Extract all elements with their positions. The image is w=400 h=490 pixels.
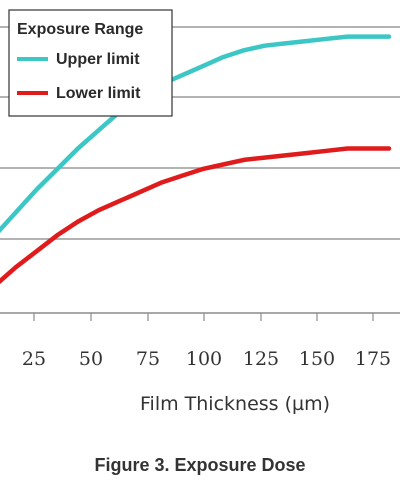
legend-label: Upper limit <box>56 51 140 68</box>
x-tick-label: 150 <box>299 348 335 370</box>
legend: Exposure Range Upper limit Lower limit <box>8 9 173 117</box>
legend-label: Lower limit <box>56 85 141 102</box>
series-line-lower-limit <box>0 146 392 285</box>
x-tick-label: 25 <box>22 348 46 370</box>
x-axis-title: Film Thickness (µm) <box>140 393 331 415</box>
series-lines <box>0 34 392 285</box>
x-axis: 25 50 75 100 125 150 175 <box>0 312 400 370</box>
x-tick-label: 175 <box>355 348 391 370</box>
exposure-dose-chart: 25 50 75 100 125 150 175 Exposure Range Upper l… <box>0 9 400 370</box>
series-line-upper-limit <box>0 34 392 234</box>
legend-title: Exposure Range <box>17 21 143 38</box>
x-tick-label: 125 <box>243 348 279 370</box>
x-tick-label: 50 <box>79 348 103 370</box>
legend-box <box>8 9 173 117</box>
x-tick-label: 100 <box>186 348 222 370</box>
x-tick-label: 75 <box>136 348 160 370</box>
figure-caption: Figure 3. Exposure Dose <box>94 455 306 475</box>
